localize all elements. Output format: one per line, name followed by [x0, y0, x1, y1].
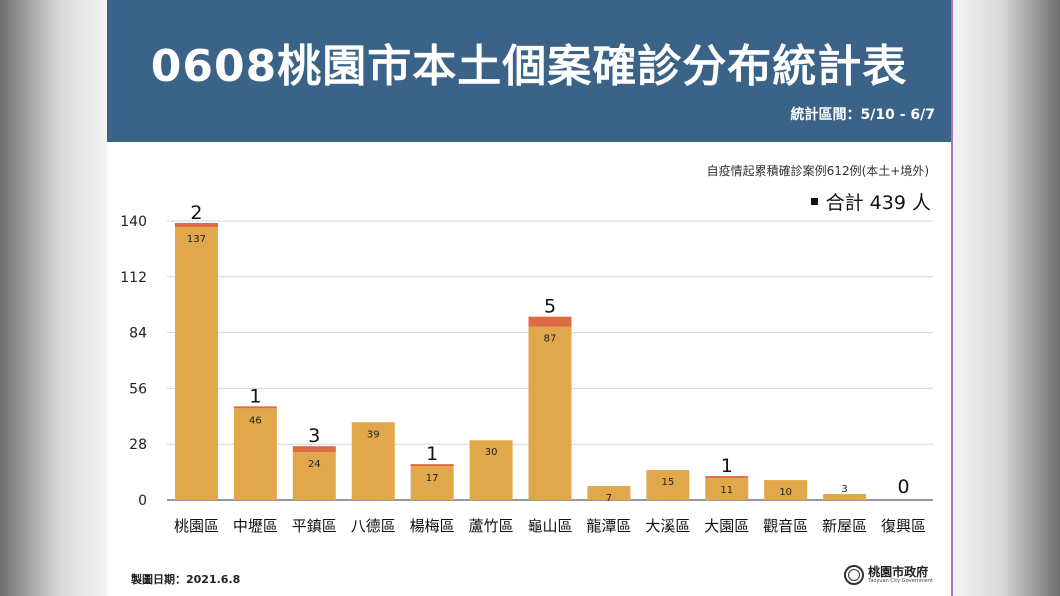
page-title: 0608桃園市本土個案確診分布統計表 — [150, 41, 908, 92]
y-tick-label: 56 — [129, 381, 147, 397]
x-tick-label: 龍潭區 — [586, 517, 631, 535]
government-name: 桃園市政府 — [868, 565, 929, 579]
bar-value-label: 30 — [485, 447, 498, 458]
bar-value-label: 10 — [779, 487, 792, 498]
bar-value-label: 39 — [367, 429, 380, 440]
city-seal-icon — [844, 565, 865, 585]
cumulative-note: 自疫情起累積確診案例612例(本土+境外) — [706, 164, 929, 178]
x-tick-label: 復興區 — [881, 517, 926, 535]
bar-top-label: 1 — [249, 385, 261, 407]
y-tick-label: 112 — [120, 270, 147, 286]
bar-top-segment — [705, 476, 749, 479]
government-name-en: Taoyuan City Government — [868, 578, 933, 584]
bar-top-label: 3 — [308, 425, 320, 447]
y-tick-label: 84 — [129, 326, 147, 342]
bar-base — [292, 452, 336, 500]
bar-top-label: 0 — [897, 476, 909, 498]
bar-base — [528, 326, 572, 500]
x-tick-label: 桃園區 — [174, 517, 219, 535]
y-tick-label: 0 — [138, 493, 147, 509]
x-tick-label: 新屋區 — [822, 517, 867, 535]
bar-base — [823, 494, 867, 500]
bar-top-label: 2 — [190, 202, 202, 224]
bar-top-segment — [233, 406, 277, 409]
bar-top-label: 1 — [721, 455, 733, 477]
x-tick-label: 楊梅區 — [410, 517, 455, 535]
bar-value-label: 24 — [308, 459, 321, 470]
y-tick-label: 28 — [129, 437, 147, 453]
x-tick-label: 觀音區 — [763, 517, 808, 535]
bar-value-label: 11 — [720, 485, 733, 496]
bar-top-label: 1 — [426, 443, 438, 465]
bar-top-segment — [174, 222, 218, 227]
bar-base — [469, 440, 513, 500]
bar-top-segment — [292, 446, 336, 453]
total-count-label: 合計 439 人 — [825, 192, 931, 214]
bar-value-label: 137 — [187, 234, 206, 245]
government-logo: 桃園市政府 Taoyuan City Government — [844, 565, 933, 585]
bar-value-label: 17 — [426, 473, 439, 484]
right-backdrop — [953, 0, 1060, 596]
slide: 0608桃園市本土個案確診分布統計表 統計區間：5/10 - 6/7 自疫情起累… — [107, 0, 953, 596]
x-tick-label: 龜山區 — [527, 517, 572, 535]
bar-value-label: 3 — [841, 484, 847, 495]
bar-base — [587, 486, 631, 500]
bar-base — [410, 466, 454, 500]
bar-value-label: 87 — [544, 334, 557, 345]
bar-base — [174, 226, 218, 500]
x-tick-label: 平鎮區 — [292, 517, 337, 535]
x-tick-label: 中壢區 — [233, 517, 278, 535]
bar-value-label: 7 — [606, 493, 612, 504]
bar-base — [233, 408, 277, 500]
bar-top-segment — [528, 316, 572, 327]
bar-base — [646, 470, 690, 500]
bar-base — [764, 480, 808, 500]
bar-top-segment — [410, 464, 454, 467]
x-tick-label: 八德區 — [351, 517, 396, 535]
bar-value-label: 46 — [249, 415, 262, 426]
bar-chart: 02856841121401372桃園區461中壢區243平鎮區39八德區171… — [120, 202, 933, 535]
x-tick-label: 大園區 — [704, 517, 749, 535]
bar-top-label: 5 — [544, 296, 556, 318]
left-backdrop — [0, 0, 107, 596]
bar-value-label: 15 — [661, 477, 674, 488]
bar-base — [351, 422, 395, 500]
statistics-period: 統計區間：5/10 - 6/7 — [790, 107, 936, 123]
legend-square-icon — [810, 198, 818, 205]
x-tick-label: 蘆竹區 — [469, 517, 514, 535]
total-count: 合計 439 人 — [810, 188, 931, 215]
header-banner: 0608桃園市本土個案確診分布統計表 統計區間：5/10 - 6/7 — [107, 0, 951, 142]
x-tick-label: 大溪區 — [645, 517, 690, 535]
chart-date: 製圖日期：2021.6.8 — [131, 573, 241, 586]
y-tick-label: 140 — [120, 214, 147, 230]
bar-base — [705, 478, 749, 500]
